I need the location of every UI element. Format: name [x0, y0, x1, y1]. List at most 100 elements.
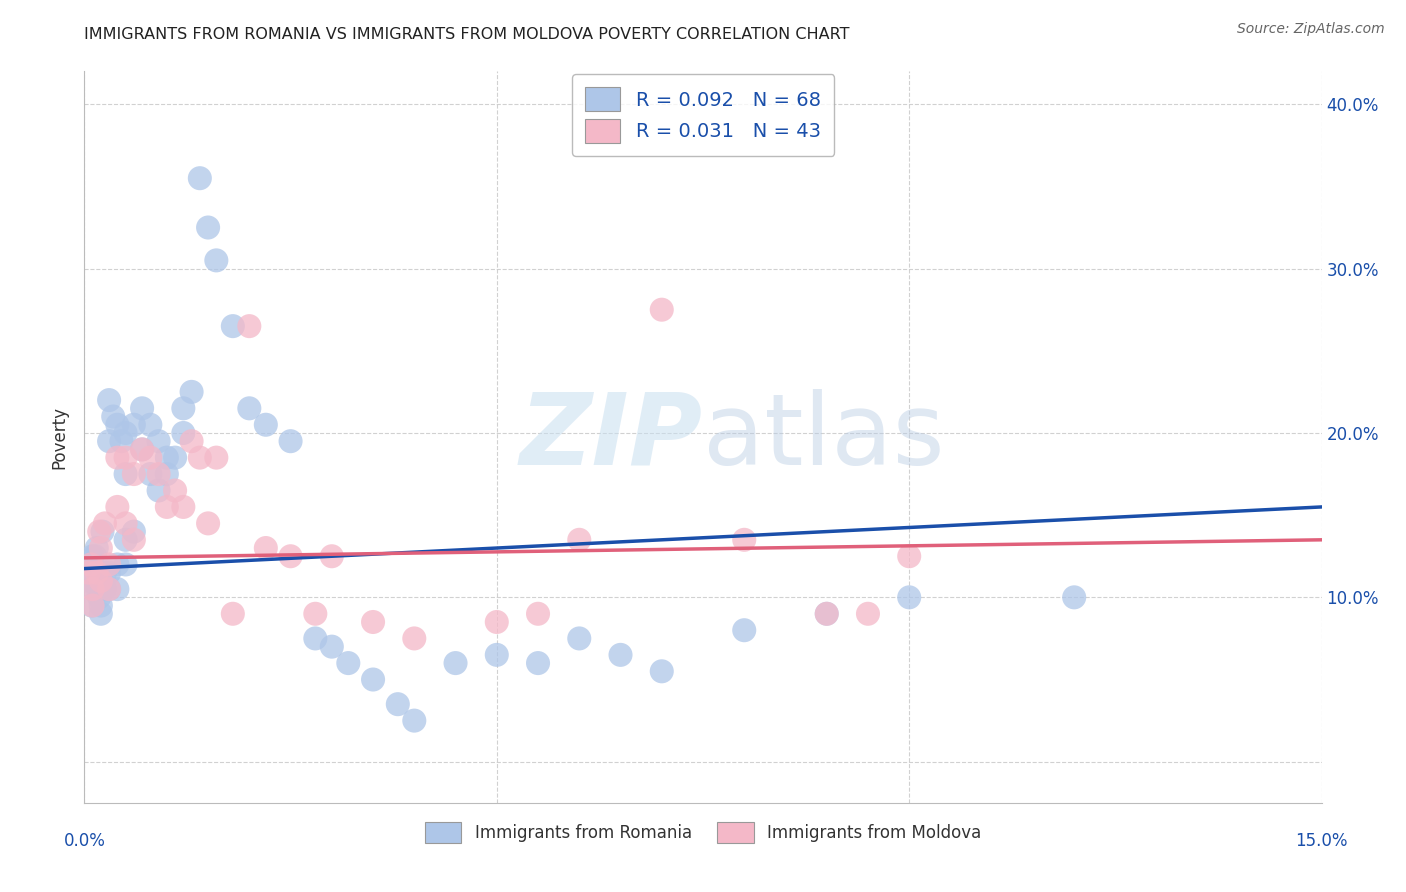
Point — [114, 425, 136, 440]
Point — [156, 467, 179, 481]
Point — [98, 582, 121, 596]
Point — [105, 500, 128, 514]
Point — [139, 417, 162, 432]
Point — [94, 516, 117, 531]
Text: IMMIGRANTS FROM ROMANIA VS IMMIGRANTS FROM MOLDOVA POVERTY CORRELATION CHART: IMMIGRANTS FROM ROMANIA VS IMMIGRANTS FR… — [84, 27, 849, 42]
Point — [80, 599, 103, 613]
Point — [114, 533, 136, 547]
Point — [98, 558, 121, 572]
Point — [76, 566, 98, 580]
Point — [238, 401, 260, 416]
Text: 0.0%: 0.0% — [63, 832, 105, 850]
Point — [77, 566, 100, 580]
Y-axis label: Poverty: Poverty — [51, 406, 69, 468]
Point — [188, 450, 211, 465]
Text: 15.0%: 15.0% — [1295, 832, 1348, 850]
Point — [165, 483, 187, 498]
Point — [280, 549, 302, 564]
Point — [114, 516, 136, 531]
Point — [404, 714, 426, 728]
Point — [114, 467, 136, 481]
Point — [609, 648, 631, 662]
Point — [98, 582, 121, 596]
Point — [98, 393, 121, 408]
Point — [98, 566, 121, 580]
Point — [222, 607, 245, 621]
Point — [222, 319, 245, 334]
Point — [114, 450, 136, 465]
Point — [321, 640, 343, 654]
Point — [90, 574, 112, 588]
Point — [156, 450, 179, 465]
Point — [139, 450, 162, 465]
Point — [485, 615, 508, 629]
Point — [361, 615, 384, 629]
Point — [156, 500, 179, 514]
Point — [205, 450, 228, 465]
Point — [404, 632, 426, 646]
Point — [110, 434, 132, 449]
Point — [86, 541, 108, 555]
Point — [197, 220, 219, 235]
Point — [82, 599, 104, 613]
Point — [304, 632, 326, 646]
Point — [815, 607, 838, 621]
Point — [89, 524, 111, 539]
Point — [321, 549, 343, 564]
Point — [90, 566, 112, 580]
Point — [131, 401, 153, 416]
Point — [105, 558, 128, 572]
Point — [80, 558, 103, 572]
Point — [651, 665, 673, 679]
Point — [280, 434, 302, 449]
Point — [114, 558, 136, 572]
Point — [172, 425, 194, 440]
Point — [304, 607, 326, 621]
Point — [148, 483, 170, 498]
Legend: Immigrants from Romania, Immigrants from Moldova: Immigrants from Romania, Immigrants from… — [418, 815, 988, 849]
Point — [165, 450, 187, 465]
Point — [131, 442, 153, 457]
Text: ZIP: ZIP — [520, 389, 703, 485]
Point — [188, 171, 211, 186]
Point — [83, 574, 105, 588]
Point — [238, 319, 260, 334]
Point — [527, 607, 550, 621]
Point — [898, 591, 921, 605]
Point — [105, 417, 128, 432]
Point — [89, 591, 111, 605]
Point — [148, 434, 170, 449]
Point — [90, 607, 112, 621]
Point — [568, 632, 591, 646]
Text: atlas: atlas — [703, 389, 945, 485]
Point — [815, 607, 838, 621]
Point — [197, 516, 219, 531]
Point — [856, 607, 879, 621]
Point — [485, 648, 508, 662]
Point — [90, 541, 112, 555]
Point — [180, 434, 202, 449]
Point — [94, 566, 117, 580]
Point — [254, 541, 277, 555]
Point — [82, 582, 104, 596]
Point — [180, 384, 202, 399]
Point — [733, 533, 755, 547]
Point — [122, 533, 145, 547]
Point — [79, 574, 101, 588]
Point — [131, 442, 153, 457]
Point — [90, 599, 112, 613]
Point — [254, 417, 277, 432]
Point — [122, 417, 145, 432]
Point — [91, 524, 114, 539]
Point — [139, 467, 162, 481]
Point — [337, 656, 360, 670]
Point — [122, 524, 145, 539]
Point — [172, 500, 194, 514]
Point — [1063, 591, 1085, 605]
Point — [444, 656, 467, 670]
Point — [205, 253, 228, 268]
Point — [733, 624, 755, 638]
Point — [77, 566, 100, 580]
Point — [105, 582, 128, 596]
Point — [568, 533, 591, 547]
